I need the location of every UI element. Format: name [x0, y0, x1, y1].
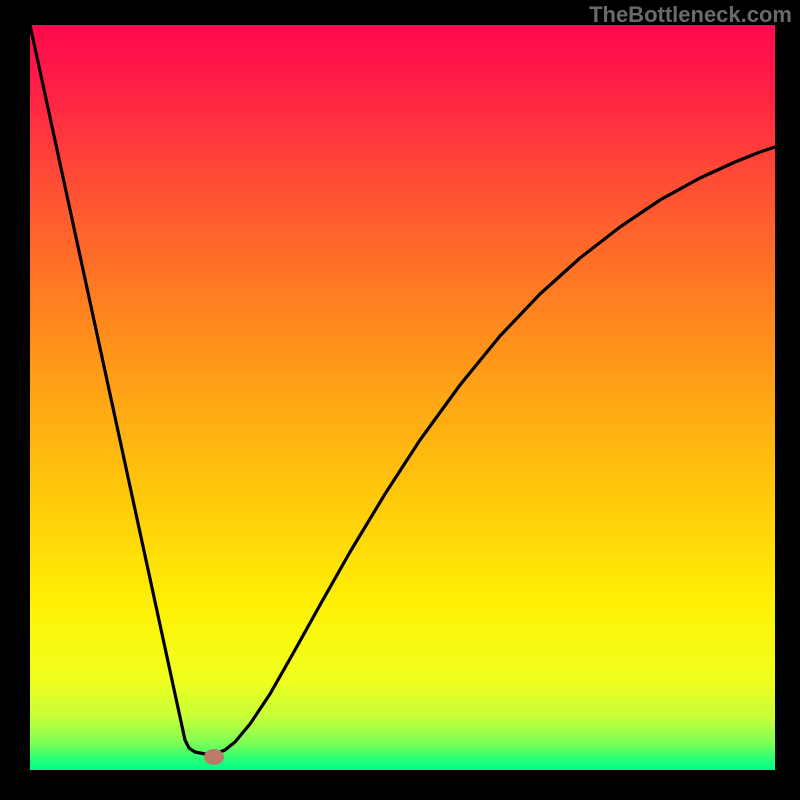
curve-overlay: [30, 25, 775, 770]
curve-path: [30, 25, 775, 754]
marker-dot: [204, 749, 224, 765]
chart-container: TheBottleneck.com: [0, 0, 800, 800]
plot-area: [30, 25, 775, 770]
watermark-text: TheBottleneck.com: [589, 2, 792, 28]
